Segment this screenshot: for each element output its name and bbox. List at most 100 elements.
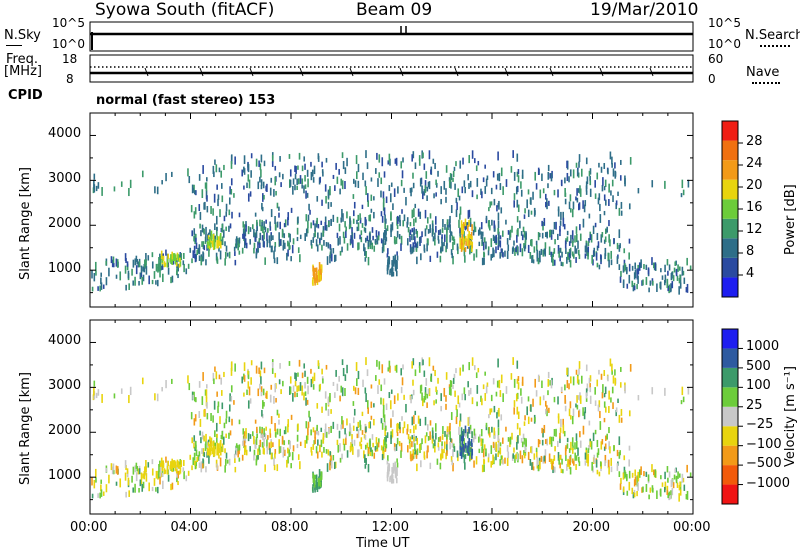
echo-mark	[544, 455, 547, 464]
echo-mark	[668, 471, 671, 478]
echo-mark	[469, 387, 472, 395]
echo-mark	[296, 227, 299, 235]
echo-mark	[588, 238, 590, 243]
echo-mark	[633, 272, 636, 280]
echo-mark	[641, 280, 643, 286]
echo-mark	[586, 248, 588, 256]
echo-mark	[584, 253, 587, 259]
echo-mark	[462, 451, 465, 458]
echo-mark	[287, 240, 289, 247]
velocity-colorbar	[721, 328, 743, 505]
echo-mark	[542, 221, 544, 231]
echo-mark	[229, 393, 231, 402]
echo-mark	[489, 408, 491, 415]
echo-mark	[552, 251, 554, 257]
echo-mark	[274, 165, 277, 171]
echo-mark	[299, 441, 302, 447]
echo-mark	[305, 397, 307, 406]
echo-mark	[132, 466, 135, 475]
echo-mark	[516, 199, 519, 208]
echo-mark	[546, 438, 549, 446]
echo-mark	[116, 466, 119, 475]
echo-mark	[471, 448, 473, 453]
echo-mark	[671, 281, 674, 289]
echo-mark	[664, 387, 666, 396]
echo-mark	[145, 266, 148, 275]
echo-mark	[341, 387, 344, 397]
nave-dip	[299, 67, 304, 77]
echo-mark	[383, 207, 386, 216]
echo-mark	[545, 408, 547, 415]
echo-mark	[210, 449, 212, 455]
echo-mark	[219, 457, 222, 467]
echo-mark	[591, 254, 593, 264]
echo-mark	[176, 270, 178, 275]
echo-mark	[105, 277, 108, 286]
echo-mark	[206, 402, 208, 409]
echo-mark	[290, 414, 293, 420]
echo-mark	[620, 270, 622, 278]
echo-mark	[476, 178, 479, 187]
echo-mark	[366, 235, 369, 242]
echo-mark	[500, 455, 503, 460]
echo-mark	[439, 436, 442, 442]
echo-mark	[577, 172, 580, 178]
echo-mark	[162, 273, 164, 283]
echo-mark	[499, 235, 502, 240]
echo-mark	[255, 455, 258, 462]
echo-mark	[462, 364, 464, 372]
echo-mark	[547, 171, 550, 180]
echo-mark	[394, 158, 397, 164]
echo-mark	[513, 171, 516, 181]
echo-mark	[287, 424, 289, 433]
echo-mark	[288, 439, 290, 445]
echo-mark	[577, 240, 579, 249]
echo-mark	[112, 463, 115, 471]
echo-mark	[464, 187, 466, 194]
echo-mark	[502, 393, 504, 403]
echo-mark	[569, 194, 572, 202]
echo-mark	[229, 223, 232, 229]
echo-mark	[597, 448, 600, 456]
echo-mark	[230, 396, 233, 402]
echo-mark	[622, 486, 625, 493]
echo-mark	[194, 460, 196, 466]
echo-mark	[356, 226, 359, 232]
echo-mark	[318, 445, 321, 451]
echo-mark	[584, 200, 587, 207]
echo-mark	[112, 469, 115, 475]
echo-mark	[263, 221, 265, 228]
echo-mark	[254, 419, 257, 424]
echo-mark	[147, 255, 150, 261]
colorbar-cell	[722, 406, 738, 427]
echo-mark	[450, 380, 453, 387]
echo-mark	[220, 183, 223, 189]
echo-mark	[266, 439, 268, 448]
echo-mark	[287, 419, 290, 428]
echo-mark	[237, 243, 239, 251]
echo-mark	[589, 168, 592, 175]
echo-mark	[614, 162, 616, 169]
echo-mark	[108, 474, 110, 484]
echo-mark	[273, 464, 276, 471]
echo-mark	[552, 229, 555, 235]
echo-mark	[380, 384, 383, 392]
echo-mark	[583, 204, 586, 213]
echo-mark	[258, 238, 261, 244]
echo-mark	[641, 487, 643, 493]
echo-mark	[304, 382, 306, 389]
echo-mark	[532, 466, 535, 471]
echo-mark	[93, 173, 96, 180]
echo-mark	[91, 269, 93, 279]
echo-mark	[132, 487, 135, 493]
x-tick-label: 00:00	[70, 520, 108, 535]
echo-mark	[115, 465, 118, 474]
echo-mark	[199, 223, 201, 229]
echo-mark	[535, 240, 538, 245]
echo-mark	[377, 235, 380, 241]
echo-mark	[434, 232, 436, 240]
echo-mark	[629, 157, 632, 165]
velocity-scatter	[91, 357, 692, 502]
echo-mark	[253, 435, 255, 445]
echo-mark	[209, 436, 211, 442]
